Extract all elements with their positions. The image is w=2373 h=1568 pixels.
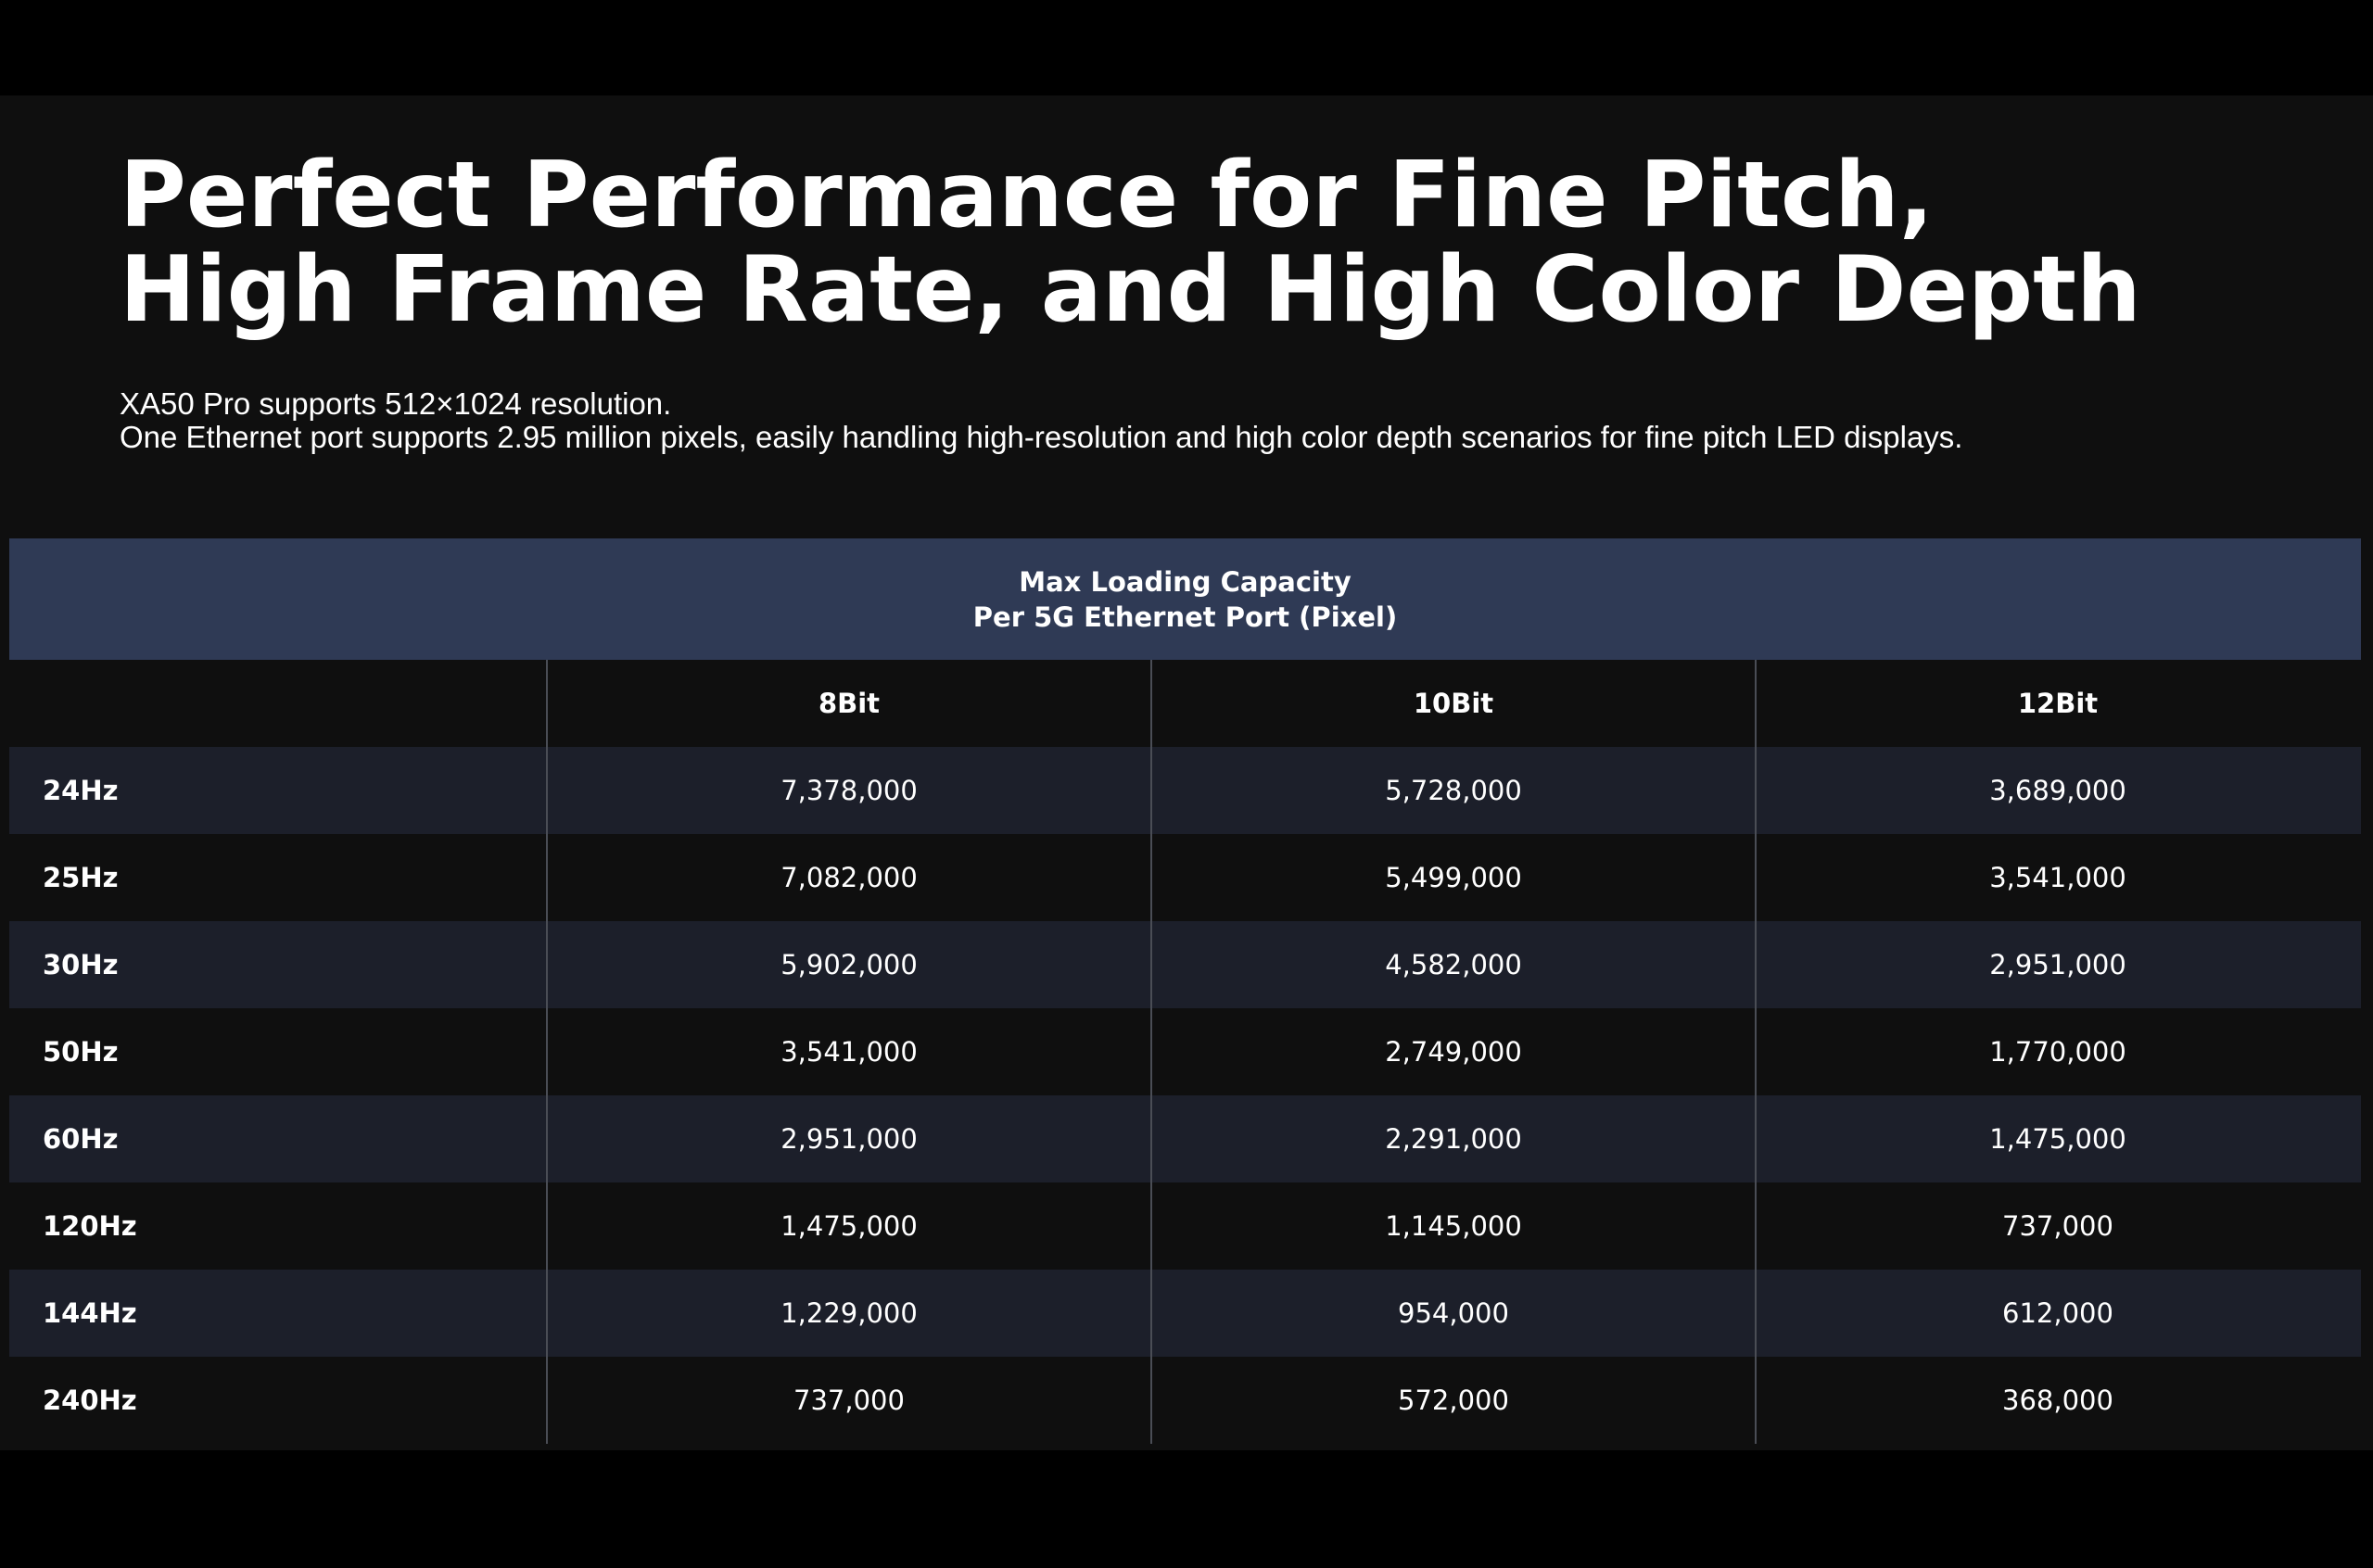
table-cell: 7,378,000 [546, 747, 1150, 834]
column-header: 12Bit [1755, 660, 2359, 747]
table-cell: 1,145,000 [1150, 1182, 1755, 1270]
table-cell: 368,000 [1755, 1357, 2359, 1444]
table-cell: 2,951,000 [546, 1095, 1150, 1182]
table-header-band: Max Loading Capacity Per 5G Ethernet Por… [9, 538, 2361, 660]
capacity-table: Max Loading Capacity Per 5G Ethernet Por… [9, 538, 2361, 1444]
subtitle: XA50 Pro supports 512×1024 resolution. O… [120, 387, 1962, 454]
table-header-line-2: Per 5G Ethernet Port (Pixel) [972, 601, 1398, 633]
table-cell: 737,000 [546, 1357, 1150, 1444]
column-header [9, 660, 546, 747]
column-header-row: 8Bit 10Bit 12Bit [9, 660, 2361, 747]
table-header-line-1: Max Loading Capacity [1019, 565, 1351, 598]
table-cell: 572,000 [1150, 1357, 1755, 1444]
table-row: 25Hz 7,082,000 5,499,000 3,541,000 [9, 834, 2361, 921]
row-label: 24Hz [43, 775, 119, 806]
title-line-1: Perfect Performance for Fine Pitch, [120, 143, 1935, 248]
row-label: 120Hz [43, 1210, 137, 1242]
row-label: 240Hz [43, 1385, 137, 1416]
table-row: 24Hz 7,378,000 5,728,000 3,689,000 [9, 747, 2361, 834]
table-cell: 737,000 [1755, 1182, 2359, 1270]
table-cell: 3,541,000 [1755, 834, 2359, 921]
row-label: 50Hz [43, 1036, 119, 1068]
row-label: 30Hz [43, 949, 119, 980]
subtitle-line-2: One Ethernet port supports 2.95 million … [120, 420, 1963, 454]
column-header: 8Bit [546, 660, 1150, 747]
subtitle-line-1: XA50 Pro supports 512×1024 resolution. [120, 386, 672, 421]
title-line-2: High Frame Rate, and High Color Depth [120, 237, 2141, 343]
column-header: 10Bit [1150, 660, 1755, 747]
table-cell: 5,728,000 [1150, 747, 1755, 834]
row-label: 144Hz [43, 1297, 137, 1329]
table-cell: 612,000 [1755, 1270, 2359, 1357]
table-cell: 4,582,000 [1150, 921, 1755, 1008]
table-cell: 5,499,000 [1150, 834, 1755, 921]
table-row: 144Hz 1,229,000 954,000 612,000 [9, 1270, 2361, 1357]
table-cell: 1,475,000 [1755, 1095, 2359, 1182]
table-cell: 2,951,000 [1755, 921, 2359, 1008]
table-cell: 3,689,000 [1755, 747, 2359, 834]
table-row: 240Hz 737,000 572,000 368,000 [9, 1357, 2361, 1444]
table-cell: 1,475,000 [546, 1182, 1150, 1270]
row-label: 25Hz [43, 862, 119, 893]
table-row: 30Hz 5,902,000 4,582,000 2,951,000 [9, 921, 2361, 1008]
table-row: 60Hz 2,951,000 2,291,000 1,475,000 [9, 1095, 2361, 1182]
table-cell: 1,770,000 [1755, 1008, 2359, 1095]
table-cell: 3,541,000 [546, 1008, 1150, 1095]
table-cell: 5,902,000 [546, 921, 1150, 1008]
table-row: 50Hz 3,541,000 2,749,000 1,770,000 [9, 1008, 2361, 1095]
table-cell: 954,000 [1150, 1270, 1755, 1357]
table-row: 120Hz 1,475,000 1,145,000 737,000 [9, 1182, 2361, 1270]
table-cell: 1,229,000 [546, 1270, 1150, 1357]
page-title: Perfect Performance for Fine Pitch, High… [120, 148, 2141, 337]
row-label: 60Hz [43, 1123, 119, 1155]
table-cell: 2,291,000 [1150, 1095, 1755, 1182]
table-cell: 2,749,000 [1150, 1008, 1755, 1095]
table-cell: 7,082,000 [546, 834, 1150, 921]
